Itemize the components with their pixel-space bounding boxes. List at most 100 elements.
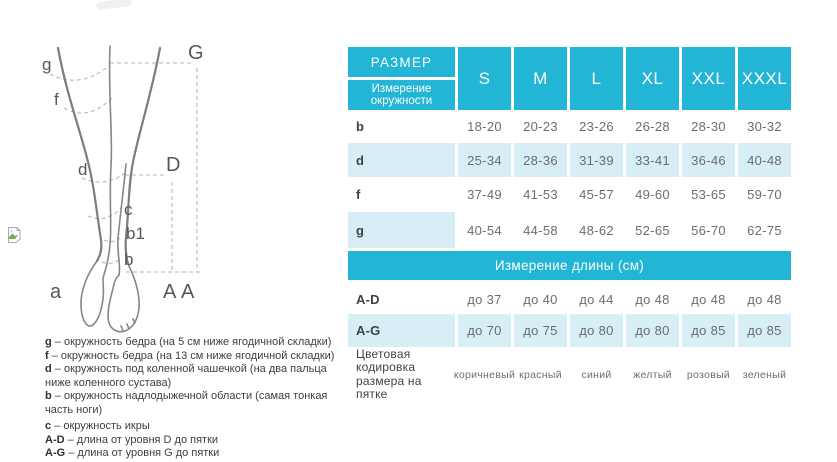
legend-item-ag: A-G – длина от уровня G до пятки [45, 447, 220, 459]
row-label: g [348, 212, 455, 248]
legend-item-b: b – окружность надлодыжечной области (са… [45, 390, 328, 416]
cell-value: 26-28 [635, 119, 670, 134]
cell-value: 37-49 [467, 187, 502, 202]
right-leg-inner-contour [117, 163, 127, 276]
row-label: A-G [348, 314, 455, 347]
diagram-label-a: a [50, 281, 62, 303]
cell-value: 49-60 [635, 187, 670, 202]
header-size-l: L [570, 47, 623, 110]
cell-value: до 70 [458, 314, 511, 347]
cell-value: 31-39 [570, 143, 623, 177]
cell-value: до 40 [523, 291, 558, 307]
cell-value: коричневый [453, 368, 516, 381]
cell-value: 25-34 [458, 143, 511, 177]
diagram-label-b: b [124, 250, 133, 269]
left-leg-inner-contour [102, 45, 113, 279]
diagram-label-d: d [78, 160, 87, 179]
table-row-g: g 40-54 44-58 48-62 52-65 56-70 62-75 [348, 212, 791, 248]
cell-value: до 48 [747, 291, 782, 307]
table-row-ad: A-D до 37 до 40 до 44 до 48 до 48 до 48 [348, 284, 791, 314]
cell-value: синий [581, 368, 612, 381]
cell-value: розовый [686, 368, 731, 381]
legend-item-d: d – окружность под коленной чашечкой (на… [45, 363, 327, 389]
header-size-xxxl: XXXL [738, 47, 791, 110]
cell-value: 33-41 [626, 143, 679, 177]
cell-value: 62-75 [747, 222, 782, 238]
left-foot-contour [80, 260, 105, 327]
cell-value: до 80 [570, 314, 623, 347]
table-row-heel-color: Цветовая кодировка размера на пятке кори… [348, 347, 791, 402]
cell-value: 40-48 [738, 143, 791, 177]
cell-value: 59-70 [747, 187, 782, 202]
length-section-banner: Измерение длины (см) [348, 251, 791, 280]
cell-value: зеленый [742, 368, 787, 381]
diagram-label-A-left: A [163, 281, 177, 303]
row-label: Цветовая кодировка размера на пятке [356, 346, 422, 401]
arc-d [81, 172, 126, 183]
cell-value: до 48 [691, 291, 726, 307]
right-leg-outer-contour [124, 46, 162, 266]
leg-measurement-diagram: g f d c b1 b a G D A A [42, 42, 204, 333]
right-foot-contour [107, 263, 140, 333]
toe-marks [120, 318, 136, 332]
cell-value: до 75 [514, 314, 567, 347]
arc-b [101, 258, 121, 265]
cell-value: 28-36 [514, 143, 567, 177]
arc-g [49, 64, 111, 81]
arc-f [63, 96, 114, 114]
diagram-label-D: D [166, 154, 180, 176]
cell-value: 30-32 [747, 119, 782, 134]
cell-value: 23-26 [579, 119, 614, 134]
header-size-s: S [458, 47, 511, 110]
diagram-label-b1: b1 [126, 224, 145, 243]
row-label: b [356, 119, 365, 134]
cell-value: 45-57 [579, 187, 614, 202]
row-label: A-D [356, 291, 380, 307]
header-size-title: РАЗМЕР [348, 47, 455, 77]
cell-value: 56-70 [691, 222, 726, 238]
size-chart-table: РАЗМЕР Измерение окружности S M L XL XXL… [348, 47, 791, 402]
cell-value: 41-53 [523, 187, 558, 202]
legend-item-g: g – окружность бедра (на 5 см ниже ягоди… [45, 336, 332, 348]
cell-value: до 85 [738, 314, 791, 347]
table-row-b: b 18-20 20-23 23-26 26-28 28-30 30-32 [348, 110, 791, 143]
header-size-m: M [514, 47, 567, 110]
diagram-label-c: c [124, 200, 133, 219]
cell-value: 36-46 [682, 143, 735, 177]
left-leg-outer-contour [56, 46, 103, 263]
faint-artifact [95, 0, 133, 11]
diagram-label-f: f [54, 90, 59, 109]
cell-value: 18-20 [467, 119, 502, 134]
row-label: d [348, 143, 455, 177]
table-row-d: d 25-34 28-36 31-39 33-41 36-46 40-48 [348, 143, 791, 177]
cell-value: до 85 [682, 314, 735, 347]
cell-value: до 44 [579, 291, 614, 307]
cell-value: 40-54 [467, 222, 502, 238]
broken-image-icon [8, 227, 21, 243]
cell-value: 53-65 [691, 187, 726, 202]
cell-value: 20-23 [523, 119, 558, 134]
legend-item-ad: A-D – длина от уровня D до пятки [45, 433, 219, 446]
cell-value: 44-58 [523, 222, 558, 238]
cell-value: до 48 [635, 291, 670, 307]
diagram-label-A-right: A [181, 281, 195, 303]
table-row-f: f 37-49 41-53 45-57 49-60 53-65 59-70 [348, 177, 791, 212]
cell-value: до 80 [626, 314, 679, 347]
measurement-legend: g – окружность бедра (на 5 см ниже ягоди… [45, 336, 341, 461]
diagram-label-g: g [42, 55, 51, 74]
header-size-xxl: XXL [682, 47, 735, 110]
cell-value: желтый [633, 368, 672, 381]
arc-c [87, 207, 122, 220]
cell-value: 52-65 [635, 222, 670, 238]
legend-item-c: c – окружность икры [45, 420, 150, 432]
cell-value: 28-30 [691, 119, 726, 134]
row-label: f [356, 187, 361, 202]
header-measure-title: Измерение окружности [348, 80, 455, 110]
diagram-label-G: G [188, 42, 204, 64]
cell-value: красный [519, 368, 562, 381]
cell-value: до 37 [467, 291, 502, 307]
table-header: РАЗМЕР Измерение окружности S M L XL XXL… [348, 47, 791, 110]
cell-value: 48-62 [579, 222, 614, 238]
header-size-xl: XL [626, 47, 679, 110]
